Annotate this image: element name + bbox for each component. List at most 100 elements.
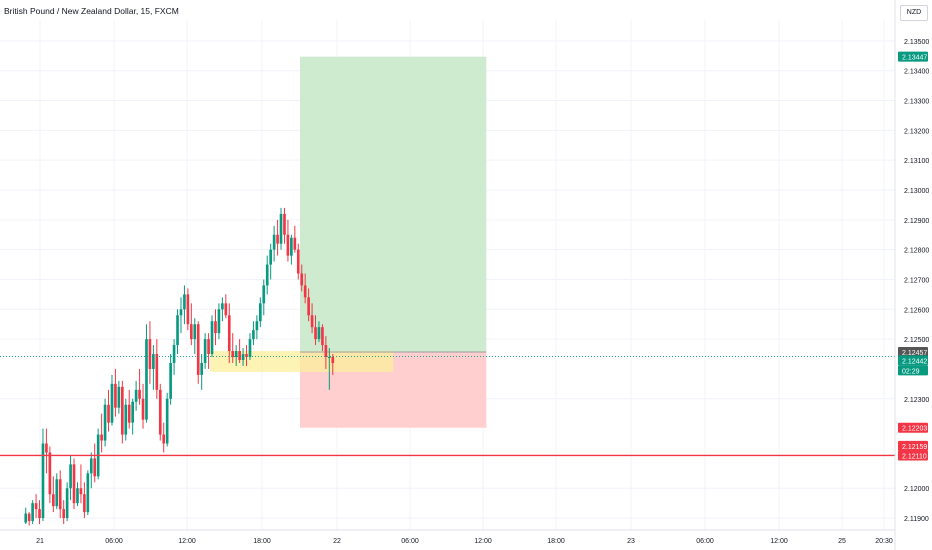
candle-body [110,383,114,423]
candle-body [300,273,304,286]
candle-body [214,321,217,334]
y-tick-label: 2.12800 [904,248,929,255]
candle-body [269,249,272,265]
candle-body [172,345,176,363]
candle-body [324,345,328,358]
y-tick-label: 2.12000 [904,486,929,493]
candle-body [296,249,300,274]
price-badge-hline [898,450,928,461]
y-tick-label: 2.13100 [904,158,929,165]
candle-body [62,509,65,519]
candle-body [276,234,279,244]
candle-body [31,503,34,522]
candle-body [155,354,159,390]
candle-body [41,443,45,519]
candle-body [200,362,203,375]
y-tick-label: 2.12600 [904,307,929,314]
price-badge-label-stop2: 2.12159 [902,444,927,451]
candle-body [38,509,41,519]
candle-body [58,479,62,510]
candle-body [307,297,310,316]
y-tick-label: 2.13000 [904,188,929,195]
candle-body [117,386,121,408]
y-tick-label: 2.13200 [904,128,929,135]
candle-body [210,321,214,355]
highlight-zone [210,351,394,372]
candle-body [45,443,48,453]
candle-body [103,404,107,441]
candle-body [179,309,183,316]
x-tick-label: 06:00 [105,538,123,545]
candle-body [203,339,207,363]
candle-body [321,327,324,346]
candle-body [72,464,76,504]
candle-body [217,309,221,334]
x-tick-label: 12:00 [770,538,788,545]
x-tick-label: 21 [36,538,44,545]
candle-body [69,464,72,489]
candle-body [93,458,97,477]
candle-body [317,327,321,340]
price-badge-entry [898,346,928,357]
candle-body [262,285,266,304]
candle-body [24,513,28,523]
price-badge-label-stop: 2.12203 [902,426,927,433]
candle-body [248,339,252,358]
candle-body [252,330,255,340]
candle-body [286,234,290,256]
candle-body [293,237,297,250]
candle-body [176,315,179,346]
price-badge-countdown [898,365,928,376]
candle-body [290,237,293,256]
candle-body [169,362,172,399]
candle-body [283,213,286,235]
candle-body [207,339,210,355]
candle-body [310,315,314,328]
candle-body [100,434,103,441]
candle-body [186,294,190,325]
y-tick-label: 2.12300 [904,397,929,404]
y-tick-label: 2.12900 [904,218,929,225]
candle-body [255,321,259,331]
candle-body [52,494,55,507]
candle-body [279,213,283,244]
candle-body [83,494,86,513]
candle-body [65,488,69,519]
y-tick-label: 2.13300 [904,99,929,106]
candle-body [196,324,200,375]
candle-body [138,389,141,399]
price-badge-target [898,51,928,62]
candle-body [131,401,134,423]
candle-body [234,351,238,358]
candle-body [193,324,197,340]
x-tick-label: 23 [627,538,635,545]
candle-body [221,303,224,310]
candle-body [107,404,110,423]
y-tick-label: 2.13500 [904,39,929,46]
x-tick-label: 25 [838,538,846,545]
candle-body [134,389,138,402]
chart-title: British Pound / New Zealand Dollar, 15, … [4,6,179,16]
price-badge-label-hline: 2.12110 [902,453,927,460]
candle-body [34,503,38,510]
y-tick-label: 2.13400 [904,69,929,76]
position-zones [210,56,487,428]
price-badge-last [898,355,928,366]
candle-body [79,488,83,495]
price-lines [0,356,895,457]
candle-body [127,404,131,423]
currency-selector[interactable]: NZD [900,5,928,21]
candle-body [328,357,331,359]
candle-body [162,434,166,444]
x-tick-label: 06:00 [401,538,419,545]
candle-body [259,303,262,322]
candle-body [145,339,148,420]
candle-body [165,398,169,444]
candle-body [86,473,90,513]
candle-body [238,351,241,360]
y-tick-label: 2.11900 [904,516,929,523]
candle-body [27,513,31,522]
candle-body [121,386,124,435]
